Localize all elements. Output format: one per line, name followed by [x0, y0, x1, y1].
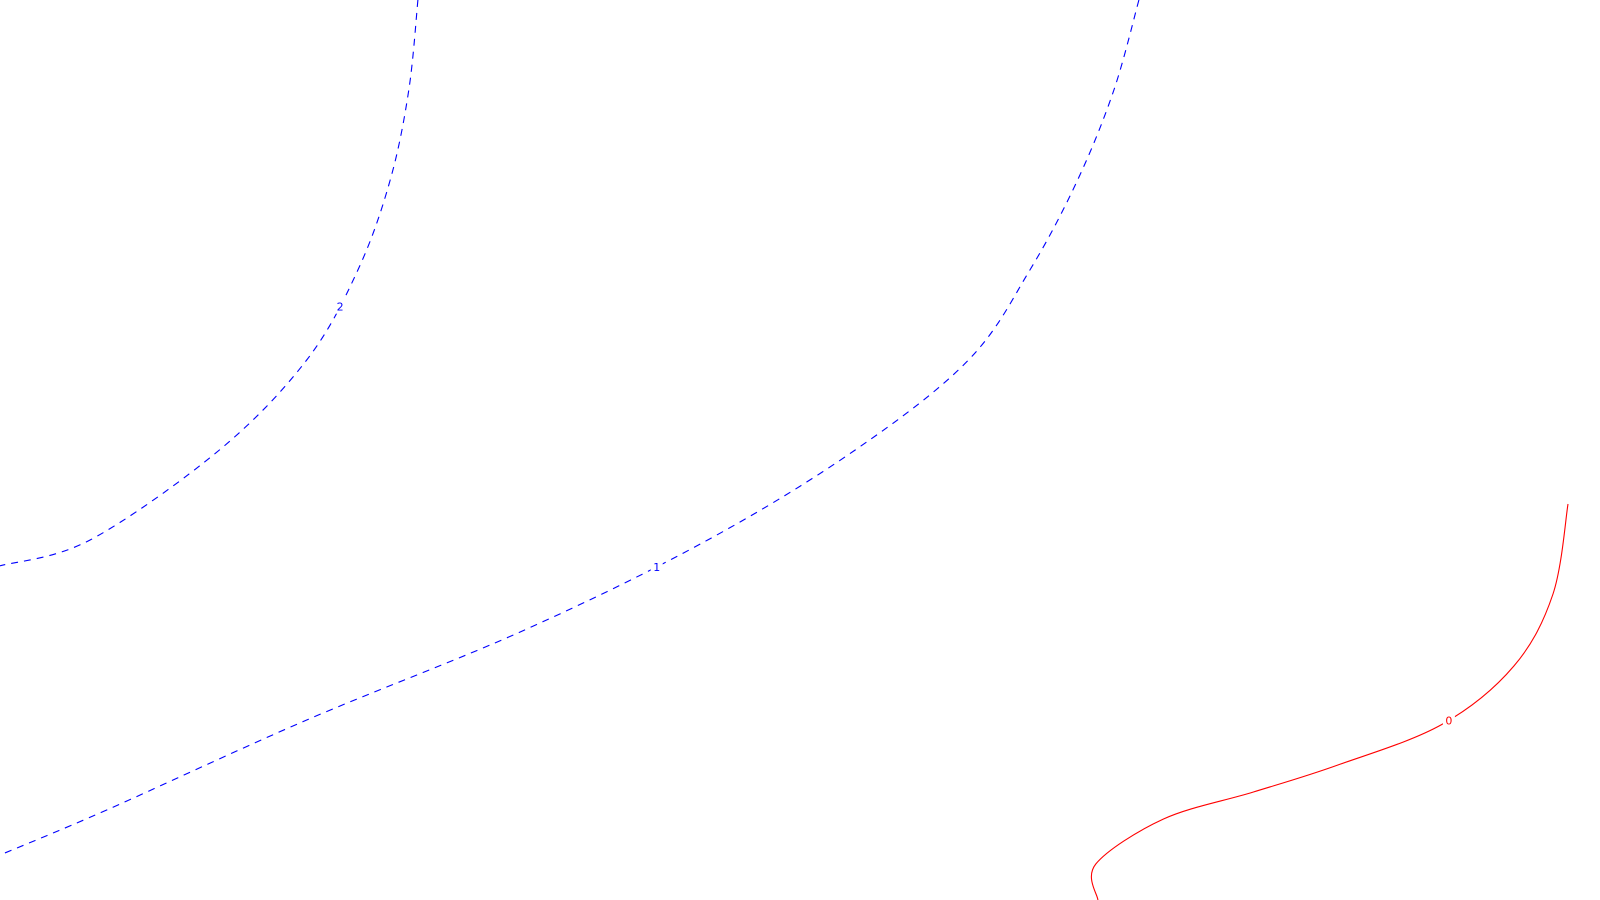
contour-labels: 2 1 0 [334, 299, 1455, 728]
contour-label-0: 0 [1445, 714, 1452, 727]
contour-label-1: 1 [653, 561, 660, 574]
contour-line-1 [0, 0, 1140, 856]
contour-line-0 [1090, 503, 1569, 900]
contour-label-2: 2 [337, 301, 344, 314]
contour-label-bg-2 [334, 299, 347, 314]
contour-label-bg-0 [1442, 713, 1455, 728]
contour-label-bg-1 [650, 559, 663, 574]
contour-line-2 [0, 0, 419, 567]
